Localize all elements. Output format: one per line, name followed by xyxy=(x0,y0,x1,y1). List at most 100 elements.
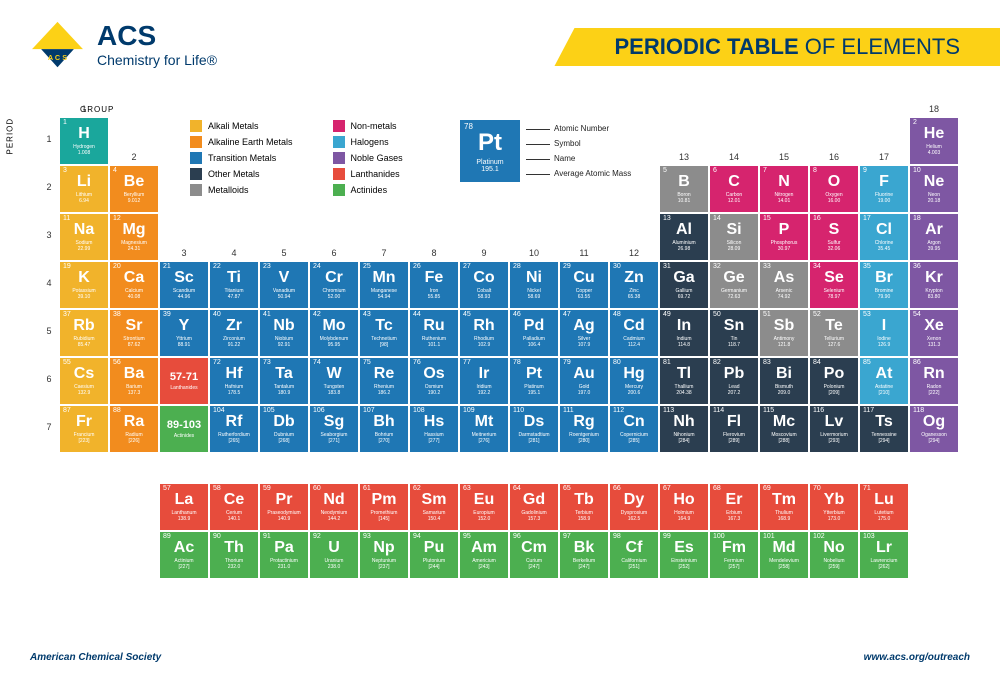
element-cell: 108HsHassium[277] xyxy=(410,406,458,452)
brand-text: ACS Chemistry for Life® xyxy=(97,20,217,68)
atomic-mass: [209] xyxy=(828,390,839,396)
element-symbol: Ag xyxy=(573,318,594,334)
atomic-number: 12 xyxy=(113,215,121,222)
atomic-number: 70 xyxy=(813,485,821,492)
atomic-number: 54 xyxy=(913,311,921,318)
atomic-mass: [258] xyxy=(778,564,789,570)
legend-swatch xyxy=(333,120,345,132)
atomic-number: 86 xyxy=(913,359,921,366)
element-cell: 80HgMercury200.6 xyxy=(610,358,658,404)
atomic-mass: [247] xyxy=(528,564,539,570)
atomic-number: 47 xyxy=(563,311,571,318)
atomic-mass: [226] xyxy=(128,438,139,444)
atomic-number: 93 xyxy=(363,533,371,540)
atomic-mass: 20.18 xyxy=(928,198,941,204)
group-number: 4 xyxy=(210,248,258,258)
atomic-number: 117 xyxy=(863,407,874,414)
element-symbol: Sb xyxy=(774,318,794,334)
atomic-number: 42 xyxy=(313,311,321,318)
atomic-number: 59 xyxy=(263,485,271,492)
element-symbol: Ni xyxy=(526,270,542,286)
atomic-number: 109 xyxy=(463,407,475,414)
atomic-number: 77 xyxy=(463,359,471,366)
element-symbol: Sr xyxy=(126,318,143,334)
atomic-mass: 197.0 xyxy=(578,390,591,396)
legend-item: Lanthanides xyxy=(333,168,436,180)
element-cell: 97BkBerkelium[247] xyxy=(560,532,608,578)
element-cell: 6CCarbon12.01 xyxy=(710,166,758,212)
atomic-number: 88 xyxy=(113,407,121,414)
element-cell: 105DbDubnium[268] xyxy=(260,406,308,452)
element-symbol: Hf xyxy=(226,366,243,382)
element-cell: 23VVanadium50.94 xyxy=(260,262,308,308)
atomic-number: 36 xyxy=(913,263,921,270)
atomic-mass: [252] xyxy=(678,564,689,570)
element-symbol: Es xyxy=(674,540,694,556)
atomic-mass: 24.31 xyxy=(128,246,141,252)
element-cell: 34SeSelenium78.97 xyxy=(810,262,858,308)
atomic-number: 74 xyxy=(313,359,321,366)
element-symbol: Cm xyxy=(521,540,547,556)
element-cell: 62SmSamarium150.4 xyxy=(410,484,458,530)
atomic-mass: [294] xyxy=(878,438,889,444)
element-symbol: Hg xyxy=(623,366,644,382)
atomic-mass: 162.5 xyxy=(628,516,641,522)
element-cell: 115McMoscovium[288] xyxy=(760,406,808,452)
atomic-number: 45 xyxy=(463,311,471,318)
element-symbol: H xyxy=(78,126,90,142)
atomic-mass: 12.01 xyxy=(728,198,741,204)
period-number: 5 xyxy=(44,326,54,336)
element-cell: 8OOxygen16.00 xyxy=(810,166,858,212)
atomic-mass: 195.1 xyxy=(528,390,541,396)
element-symbol: O xyxy=(828,174,840,190)
atomic-number: 84 xyxy=(813,359,821,366)
atomic-mass: 232.0 xyxy=(228,564,241,570)
element-cell: 91PaProtactinium231.0 xyxy=(260,532,308,578)
atomic-number: 56 xyxy=(113,359,121,366)
element-cell: 58CeCerium140.1 xyxy=(210,484,258,530)
atomic-mass: 175.0 xyxy=(878,516,891,522)
element-cell: 100FmFermium[257] xyxy=(710,532,758,578)
legend-swatch xyxy=(333,184,345,196)
element-symbol: He xyxy=(924,126,944,142)
period-label: PERIOD xyxy=(6,118,15,155)
element-symbol: Sc xyxy=(174,270,194,286)
atomic-mass: [294] xyxy=(928,438,939,444)
atomic-mass: 54.94 xyxy=(378,294,391,300)
atomic-number: 82 xyxy=(713,359,721,366)
element-symbol: Hs xyxy=(424,414,444,430)
atomic-mass: 55.85 xyxy=(428,294,441,300)
atomic-number: 31 xyxy=(663,263,671,270)
atomic-number: 67 xyxy=(663,485,671,492)
atomic-mass: [271] xyxy=(328,438,339,444)
element-symbol: Eu xyxy=(474,492,494,508)
atomic-mass: 190.2 xyxy=(428,390,441,396)
legend-swatch xyxy=(190,184,202,196)
element-symbol: Ca xyxy=(124,270,144,286)
brand-tagline: Chemistry for Life® xyxy=(97,52,217,68)
atomic-number: 27 xyxy=(463,263,471,270)
atomic-mass: [277] xyxy=(428,438,439,444)
element-symbol: Al xyxy=(676,222,692,238)
atomic-number: 43 xyxy=(363,311,371,318)
atomic-mass: 114.8 xyxy=(678,342,690,348)
atomic-number: 58 xyxy=(213,485,221,492)
key-label: Symbol xyxy=(526,139,631,148)
element-symbol: Fl xyxy=(727,414,741,430)
group-number: 13 xyxy=(660,152,708,162)
atomic-number: 62 xyxy=(413,485,421,492)
element-symbol: Ga xyxy=(673,270,694,286)
legend-swatch xyxy=(333,136,345,148)
element-symbol: Ts xyxy=(875,414,892,430)
atomic-number: 4 xyxy=(113,167,117,174)
element-cell: 64GdGadolinium157.3 xyxy=(510,484,558,530)
legend-label: Halogens xyxy=(351,137,389,147)
atomic-mass: 58.69 xyxy=(528,294,541,300)
atomic-mass: 9.012 xyxy=(128,198,141,204)
element-symbol: Nd xyxy=(323,492,344,508)
atomic-mass: 178.5 xyxy=(228,390,241,396)
element-cell: 13AlAluminium26.98 xyxy=(660,214,708,260)
legend-swatch xyxy=(190,120,202,132)
element-cell: 40ZrZirconium91.22 xyxy=(210,310,258,356)
legend-item: Halogens xyxy=(333,136,436,148)
